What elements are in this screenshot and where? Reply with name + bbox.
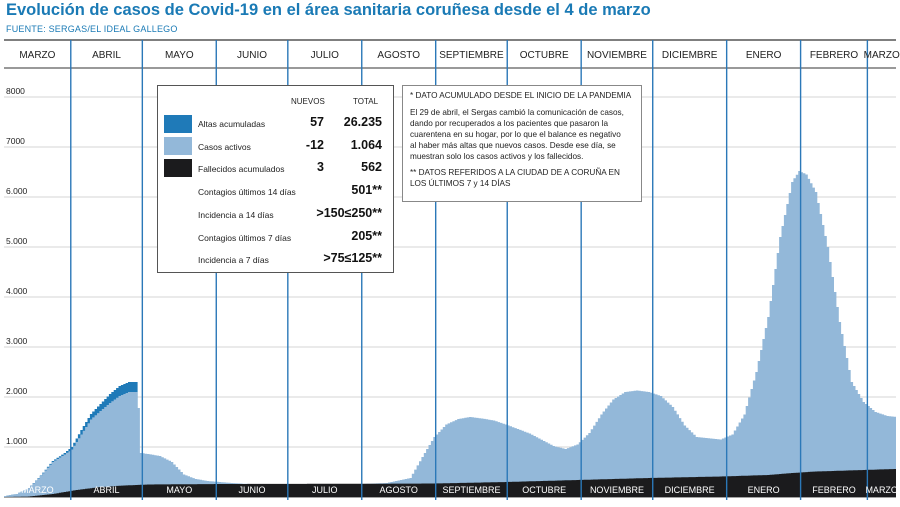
legend-label-altas: Altas acumuladas [198, 119, 266, 129]
month-label-bottom: FEBRERO [812, 485, 856, 495]
month-label-bottom: SEPTIEMBRE [442, 485, 500, 495]
y-tick-label: 6.000 [6, 186, 28, 196]
month-label-bottom: MAYO [166, 485, 192, 495]
area-casos-activos [4, 171, 896, 497]
month-label-bottom: DICIEMBRE [665, 485, 715, 495]
note-1-line: muestran solo los casos activos y los fa… [410, 152, 584, 161]
month-label-bottom: MARZO [21, 485, 54, 495]
month-label-top: DICIEMBRE [662, 50, 718, 61]
notes-panel: * DATO ACUMULADO DESDE EL INICIO DE LA P… [402, 85, 642, 202]
month-label-top: OCTUBRE [520, 50, 569, 61]
legend-label-contagios-14: Contagios últimos 14 días [198, 187, 296, 197]
month-label-top: SEPTIEMBRE [439, 50, 504, 61]
month-label-top: FEBRERO [810, 50, 859, 61]
month-label-top: AGOSTO [377, 50, 420, 61]
note-1-line: cuarentena en su hogar, por lo que el ba… [410, 130, 621, 139]
legend-nuevos-fallecidos: 3 [317, 160, 324, 174]
legend-total-altas: 26.235 [343, 115, 382, 129]
month-label-bottom: NOVIEMBRE [590, 485, 644, 495]
month-label-bottom: ABRIL [94, 485, 120, 495]
note-1-line: al haber más altas que nuevos casos. Des… [410, 141, 616, 150]
legend-label-contagios-7: Contagios últimos 7 días [198, 233, 292, 243]
y-tick-label: 3.000 [6, 336, 28, 346]
note-2-line: ** DATOS REFERIDOS A LA CIUDAD DE A CORU… [410, 168, 620, 177]
legend-label-activos: Casos activos [198, 142, 251, 152]
y-tick-label: 4.000 [6, 286, 28, 296]
legend-total-fallecidos: 562 [361, 160, 382, 174]
legend-swatch-activos [164, 137, 192, 155]
note-1-line: El 29 de abril, el Sergas cambió la comu… [410, 108, 624, 117]
legend-label-incidencia-7: Incidencia a 7 días [198, 255, 269, 265]
month-label-bottom: MARZO [865, 485, 898, 495]
month-label-bottom: JULIO [312, 485, 338, 495]
month-label-bottom: AGOSTO [380, 485, 418, 495]
chart-title: Evolución de casos de Covid-19 en el áre… [6, 1, 651, 19]
legend-header-total: TOTAL [353, 97, 379, 106]
y-tick-label: 7000 [6, 136, 25, 146]
legend-value-contagios-14: 501** [351, 183, 382, 197]
legend-total-activos: 1.064 [350, 138, 382, 152]
month-label-bottom: JUNIO [239, 485, 266, 495]
y-tick-label: 8000 [6, 86, 25, 96]
month-label-top: JUNIO [237, 50, 267, 61]
month-label-bottom: OCTUBRE [522, 485, 566, 495]
legend-nuevos-activos: -12 [305, 138, 324, 152]
legend-label-incidencia-14: Incidencia a 14 días [198, 210, 274, 220]
legend-nuevos-altas: 57 [310, 115, 324, 129]
note-2-line: LOS ÚLTIMOS 7 y 14 DÍAS [410, 179, 511, 188]
chart-source: FUENTE: SERGAS/EL IDEAL GALLEGO [6, 24, 178, 34]
note-1-line: dando por recuperados a los pacientes qu… [410, 119, 609, 128]
legend-header-nuevos: NUEVOS [291, 97, 325, 106]
legend-swatch-altas [164, 115, 192, 133]
month-label-top: NOVIEMBRE [587, 50, 647, 61]
legend-panel: NUEVOS TOTAL Altas acumuladas 57 26.235 … [157, 85, 394, 273]
note-1-title: * DATO ACUMULADO DESDE EL INICIO DE LA P… [410, 91, 632, 100]
month-label-top: ABRIL [92, 50, 121, 61]
label-layer: 1.000 2.000 3.000 4.000 5.000 6.000 7000 8000 MA… [6, 50, 900, 495]
y-tick-label: 5.000 [6, 236, 28, 246]
y-tick-label: 2.000 [6, 386, 28, 396]
month-label-bottom: ENERO [748, 485, 780, 495]
legend-value-incidencia-7: >75≤125** [323, 251, 382, 265]
month-label-top: MAYO [165, 50, 194, 61]
legend-value-incidencia-14: >150≤250** [316, 206, 382, 220]
area-layer [4, 171, 896, 497]
legend-label-fallecidos: Fallecidos acumulados [198, 164, 285, 174]
area-fallecidos-acumulados [4, 468, 896, 497]
month-label-top: MARZO [864, 50, 900, 61]
y-tick-label: 1.000 [6, 436, 28, 446]
month-label-top: JULIO [311, 50, 340, 61]
month-label-top: MARZO [19, 50, 55, 61]
month-label-top: ENERO [746, 50, 782, 61]
legend-swatch-fallecidos [164, 159, 192, 177]
legend-value-contagios-7: 205** [351, 229, 382, 243]
